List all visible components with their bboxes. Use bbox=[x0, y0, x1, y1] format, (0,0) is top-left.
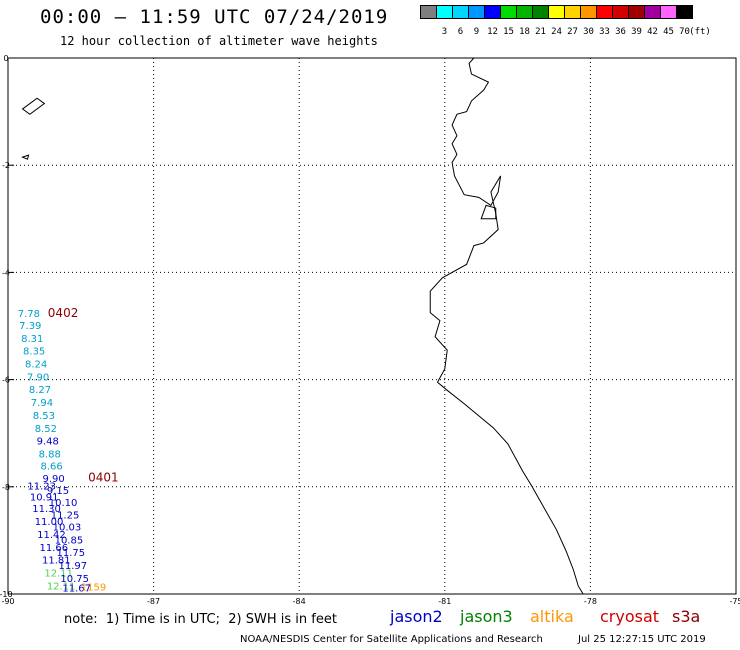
latitude-label: 0 bbox=[3, 54, 8, 63]
wave-height-value: 11.25 bbox=[51, 511, 80, 522]
track-id-label: 0401 bbox=[88, 471, 119, 485]
wave-height-value: 11.00 bbox=[35, 517, 64, 528]
longitude-label: -75 bbox=[729, 597, 740, 606]
wave-height-value: 10.03 bbox=[53, 522, 82, 533]
wave-height-value: 8.27 bbox=[29, 385, 51, 396]
coastline bbox=[429, 57, 584, 595]
wave-height-value: 8.88 bbox=[39, 450, 61, 461]
longitude-label: -90 bbox=[1, 597, 14, 606]
generation-timestamp: Jul 25 12:27:15 UTC 2019 bbox=[578, 634, 706, 645]
wave-height-value: 11.66 bbox=[40, 543, 69, 554]
wave-height-value: 11.75 bbox=[57, 548, 86, 559]
satellite-label: jason3 bbox=[460, 607, 513, 626]
wave-height-value: 8.31 bbox=[21, 334, 43, 345]
satellite-label: jason2 bbox=[390, 607, 443, 626]
legend-tick-label: 18 bbox=[519, 27, 530, 37]
wave-height-value: 11.97 bbox=[58, 561, 87, 572]
legend-tick-label: 42 bbox=[647, 27, 658, 37]
satellite-label: s3a bbox=[672, 607, 701, 626]
credit-line: NOAA/NESDIS Center for Satellite Applica… bbox=[240, 634, 543, 645]
legend-tick-label: 27 bbox=[567, 27, 578, 37]
map-subtitle: 12 hour collection of altimeter wave hei… bbox=[60, 34, 378, 48]
legend-tick-label: 15 bbox=[503, 27, 514, 37]
legend-tick-label: 21 bbox=[535, 27, 546, 37]
wave-height-value: 7.90 bbox=[27, 372, 49, 383]
latitude-label: -4 bbox=[2, 268, 10, 277]
wave-height-value: 8.35 bbox=[23, 347, 45, 358]
wave-height-value: 11.30 bbox=[32, 504, 61, 515]
satellite-label: cryosat bbox=[600, 607, 660, 626]
legend-tick-label: 9 bbox=[473, 27, 480, 37]
wave-height-value: 11.81 bbox=[42, 556, 71, 567]
latitude-label: -8 bbox=[2, 483, 10, 492]
wave-height-value: 9.15 bbox=[47, 486, 69, 497]
wave-height-value: 11.67 bbox=[62, 584, 91, 595]
wave-height-value: 7.78 bbox=[18, 309, 40, 320]
wave-height-value: 10.75 bbox=[60, 574, 89, 585]
wave-height-value: 10.91 bbox=[30, 492, 59, 503]
wave-height-value: 11.23 bbox=[27, 482, 56, 493]
legend-tick-label: 3 bbox=[441, 27, 448, 37]
legend-tick-label: 33 bbox=[599, 27, 610, 37]
map-frame bbox=[7, 57, 737, 595]
satellite-label: altika bbox=[530, 607, 574, 626]
wave-height-value: 12.11 bbox=[44, 569, 73, 580]
legend-tick-label: 12 bbox=[487, 27, 498, 37]
latitude-label: -10 bbox=[0, 590, 13, 599]
legend-tick-label: 30 bbox=[583, 27, 594, 37]
latitude-label: -2 bbox=[2, 161, 10, 170]
longitude-label: -78 bbox=[584, 597, 597, 606]
legend-tick-label: 36 bbox=[615, 27, 626, 37]
map-title: 00:00 – 11:59 UTC 07/24/2019 bbox=[40, 6, 389, 28]
color-legend: 3 6 9 12 15 18 21 24 27 30 33 36 39 42 45 70 (ft) bbox=[420, 5, 711, 37]
legend-unit-label: (ft) bbox=[689, 27, 711, 37]
legend-swatch bbox=[676, 5, 693, 19]
wave-height-value: 1159 bbox=[81, 582, 106, 593]
wave-height-value: 8.66 bbox=[41, 461, 63, 472]
galapagos-islet bbox=[21, 154, 30, 160]
legend-tick-label: 39 bbox=[631, 27, 642, 37]
legend-tick-label: 70 bbox=[679, 27, 690, 37]
wave-height-value: 8.53 bbox=[33, 411, 55, 422]
legend-tick-label: 6 bbox=[457, 27, 464, 37]
longitude-label: -81 bbox=[438, 597, 451, 606]
wave-height-value: 10.10 bbox=[49, 498, 78, 509]
wave-height-value: 9.48 bbox=[37, 437, 59, 448]
latitude-label: -6 bbox=[2, 376, 10, 385]
wave-height-value: 9.90 bbox=[42, 474, 64, 485]
wave-height-value: 11.42 bbox=[37, 530, 66, 541]
wave-height-value: 10.85 bbox=[55, 535, 84, 546]
galapagos-island bbox=[21, 97, 46, 115]
longitude-label: -84 bbox=[293, 597, 306, 606]
wave-height-value: 12.11 bbox=[47, 581, 76, 592]
wave-height-value: 7.94 bbox=[31, 398, 53, 409]
puna-island bbox=[480, 204, 497, 220]
footer-note: note: 1) Time is in UTC; 2) SWH is in fe… bbox=[64, 612, 337, 627]
wave-height-value: 8.52 bbox=[35, 424, 57, 435]
legend-tick-label: 24 bbox=[551, 27, 562, 37]
track-id-label: 0402 bbox=[48, 306, 79, 320]
longitude-label: -87 bbox=[147, 597, 160, 606]
wave-height-value: 7.39 bbox=[19, 321, 41, 332]
wave-height-value: 8.24 bbox=[25, 360, 47, 371]
legend-tick-label: 45 bbox=[663, 27, 674, 37]
